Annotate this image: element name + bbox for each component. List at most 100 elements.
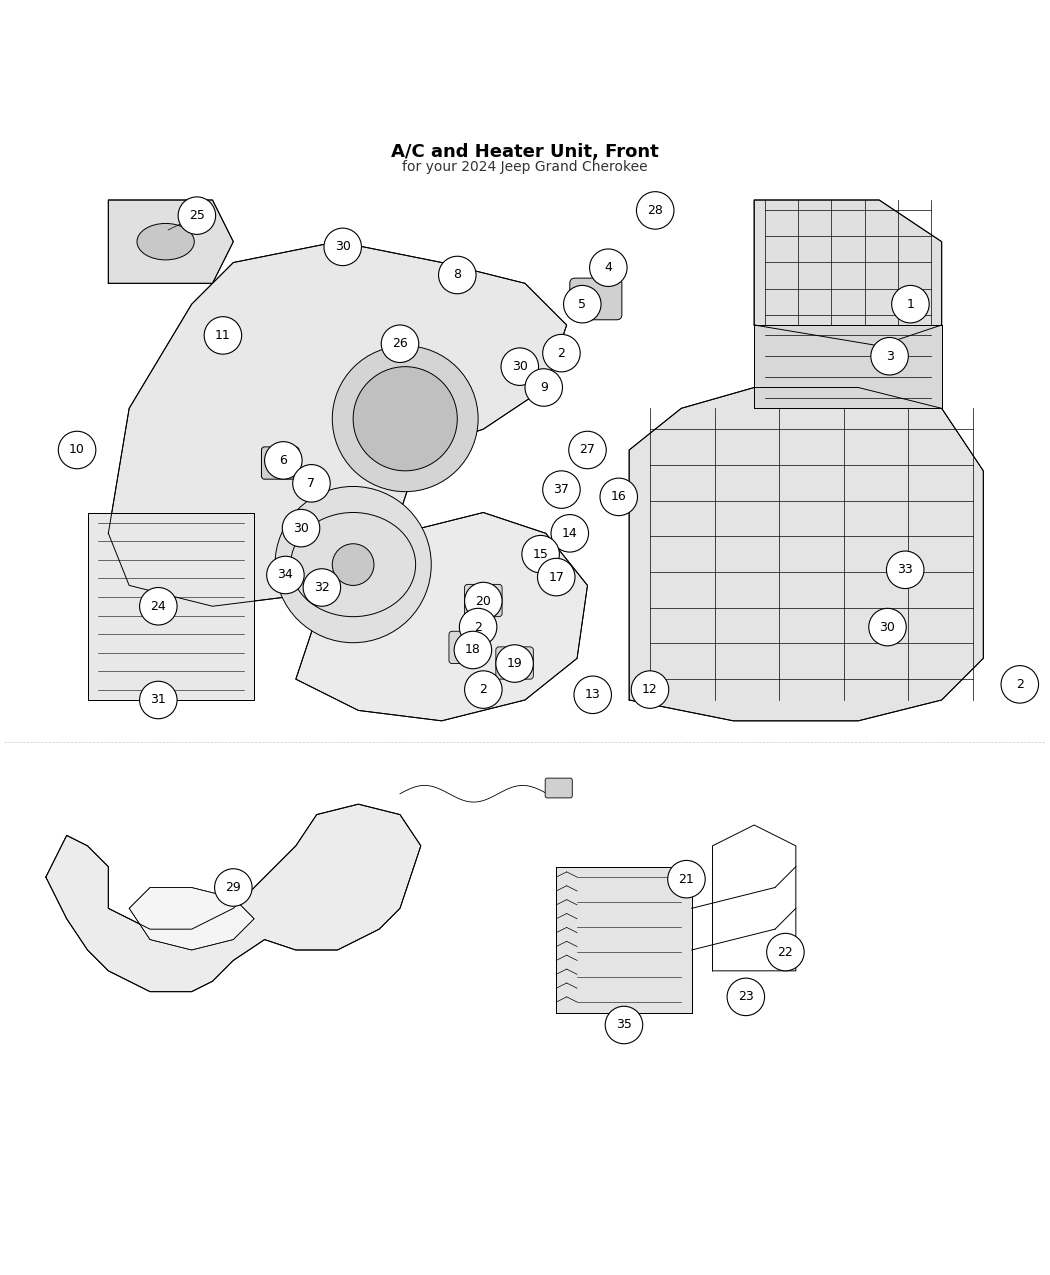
Circle shape xyxy=(766,933,804,970)
Circle shape xyxy=(870,338,908,375)
Circle shape xyxy=(553,344,570,361)
Circle shape xyxy=(204,316,242,354)
Circle shape xyxy=(590,249,627,287)
Circle shape xyxy=(551,515,589,552)
Circle shape xyxy=(214,868,252,907)
Text: 20: 20 xyxy=(476,594,491,608)
Circle shape xyxy=(464,583,502,620)
Circle shape xyxy=(59,431,96,469)
Circle shape xyxy=(1011,676,1028,692)
Circle shape xyxy=(668,861,706,898)
Text: 16: 16 xyxy=(611,491,627,504)
Circle shape xyxy=(293,464,330,502)
Text: 23: 23 xyxy=(738,991,754,1003)
Polygon shape xyxy=(296,513,588,720)
Text: 24: 24 xyxy=(150,599,166,613)
Circle shape xyxy=(459,608,497,646)
Ellipse shape xyxy=(136,223,194,260)
Circle shape xyxy=(353,367,458,470)
Circle shape xyxy=(879,618,896,635)
Text: 11: 11 xyxy=(215,329,231,342)
Text: 30: 30 xyxy=(880,621,896,634)
Text: 30: 30 xyxy=(293,521,309,534)
Circle shape xyxy=(522,536,560,572)
Text: for your 2024 Jeep Grand Cherokee: for your 2024 Jeep Grand Cherokee xyxy=(402,161,648,175)
Circle shape xyxy=(381,325,419,362)
Circle shape xyxy=(605,1006,643,1044)
Circle shape xyxy=(178,196,215,235)
Text: 18: 18 xyxy=(465,644,481,657)
FancyBboxPatch shape xyxy=(570,278,622,320)
Circle shape xyxy=(564,286,601,323)
Text: 10: 10 xyxy=(69,444,85,456)
Circle shape xyxy=(464,671,502,709)
Text: 27: 27 xyxy=(580,444,595,456)
Circle shape xyxy=(496,645,533,682)
Circle shape xyxy=(569,431,606,469)
Polygon shape xyxy=(46,805,421,992)
Text: 6: 6 xyxy=(279,454,288,467)
Circle shape xyxy=(574,676,611,714)
Circle shape xyxy=(475,681,491,697)
Circle shape xyxy=(140,588,177,625)
Text: 15: 15 xyxy=(532,548,548,561)
Text: 2: 2 xyxy=(480,683,487,696)
Text: 4: 4 xyxy=(605,261,612,274)
Text: 25: 25 xyxy=(189,209,205,222)
Circle shape xyxy=(275,487,432,643)
Circle shape xyxy=(501,348,539,385)
Text: 17: 17 xyxy=(548,571,564,584)
Text: 35: 35 xyxy=(616,1019,632,1031)
Circle shape xyxy=(282,510,320,547)
Circle shape xyxy=(1001,666,1038,703)
Text: 22: 22 xyxy=(778,946,794,959)
Circle shape xyxy=(265,441,302,479)
Text: 14: 14 xyxy=(562,527,578,539)
Text: 30: 30 xyxy=(511,360,528,374)
Text: 31: 31 xyxy=(150,694,166,706)
Text: 32: 32 xyxy=(314,581,330,594)
Circle shape xyxy=(631,671,669,709)
Circle shape xyxy=(469,618,486,635)
Polygon shape xyxy=(108,200,233,283)
Circle shape xyxy=(439,256,476,293)
Polygon shape xyxy=(754,325,942,408)
Circle shape xyxy=(525,368,563,407)
FancyBboxPatch shape xyxy=(449,631,486,663)
Polygon shape xyxy=(754,200,942,346)
Polygon shape xyxy=(629,388,984,720)
Text: 21: 21 xyxy=(678,872,694,886)
Circle shape xyxy=(543,334,581,372)
FancyBboxPatch shape xyxy=(496,646,533,680)
Text: 19: 19 xyxy=(507,657,523,671)
Circle shape xyxy=(600,478,637,515)
Text: 1: 1 xyxy=(906,297,915,311)
Text: 5: 5 xyxy=(579,297,586,311)
Text: 7: 7 xyxy=(308,477,315,490)
Text: 13: 13 xyxy=(585,688,601,701)
Text: 28: 28 xyxy=(647,204,664,217)
Polygon shape xyxy=(556,867,692,1012)
Circle shape xyxy=(727,978,764,1016)
Circle shape xyxy=(303,569,340,606)
Text: 2: 2 xyxy=(1015,678,1024,691)
FancyBboxPatch shape xyxy=(464,584,502,617)
FancyBboxPatch shape xyxy=(545,778,572,798)
Polygon shape xyxy=(87,513,254,700)
Text: 34: 34 xyxy=(277,569,293,581)
Circle shape xyxy=(332,543,374,585)
Circle shape xyxy=(455,631,491,669)
Polygon shape xyxy=(108,242,567,606)
Circle shape xyxy=(267,556,304,594)
Text: 37: 37 xyxy=(553,483,569,496)
Circle shape xyxy=(324,228,361,265)
Polygon shape xyxy=(129,887,254,950)
Text: 2: 2 xyxy=(475,621,482,634)
FancyBboxPatch shape xyxy=(261,446,299,479)
Circle shape xyxy=(140,681,177,719)
Text: 8: 8 xyxy=(454,269,461,282)
Circle shape xyxy=(886,551,924,589)
Text: 2: 2 xyxy=(558,347,565,360)
Text: 30: 30 xyxy=(335,241,351,254)
Text: 12: 12 xyxy=(643,683,658,696)
